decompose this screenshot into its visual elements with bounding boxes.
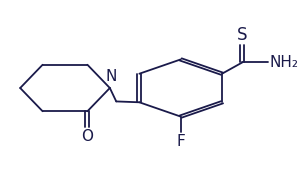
Text: F: F: [176, 134, 185, 149]
Text: O: O: [81, 129, 93, 144]
Text: N: N: [105, 69, 117, 84]
Text: S: S: [237, 26, 247, 44]
Text: NH₂: NH₂: [270, 55, 299, 70]
